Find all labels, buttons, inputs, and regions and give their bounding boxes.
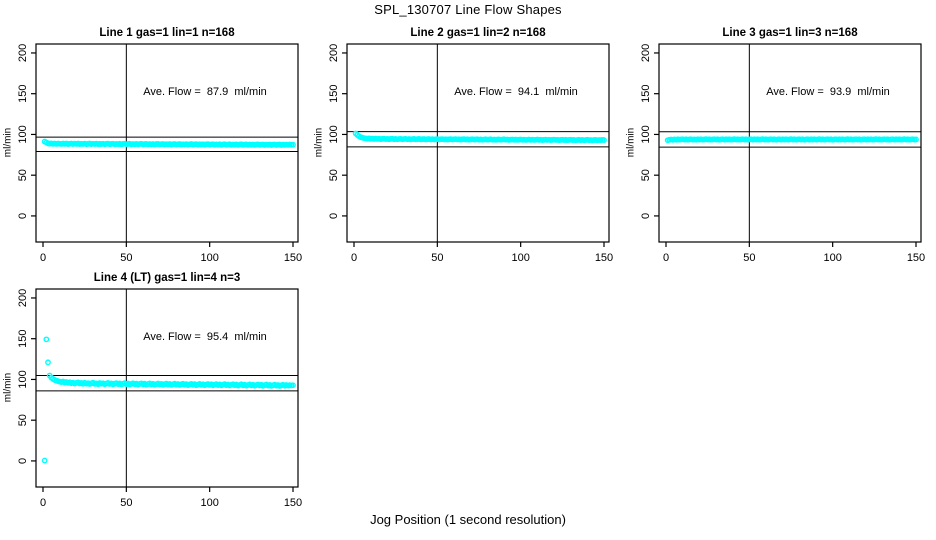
y-tick-label: 150: [328, 85, 340, 103]
y-tick-label: 100: [17, 125, 29, 143]
y-tick-label: 200: [17, 289, 29, 307]
y-tick-label: 100: [17, 370, 29, 388]
scatter-plot: 0 50 100 150 0 50 100 150 200: [328, 43, 613, 264]
y-tick-label: 0: [17, 458, 29, 464]
plot-box: [346, 43, 610, 243]
figure-title: SPL_130707 Line Flow Shapes: [374, 2, 562, 17]
plot-box: [658, 43, 922, 243]
panel-line-4: Line 4 (LT) gas=1 lin=4 n=3 ml/min Ave. …: [2, 272, 306, 513]
scatter-plot: 0 50 100 150 0 50 100 150 200: [17, 43, 302, 264]
panel-title: Line 2 gas=1 lin=2 n=168: [410, 27, 546, 39]
x-tick-label: 0: [40, 497, 46, 509]
x-tick-label: 100: [200, 497, 218, 509]
data-point: [290, 141, 296, 148]
x-tick-label: 50: [743, 252, 755, 264]
panel-line-2: Line 2 gas=1 lin=2 n=168 ml/min Ave. Flo…: [313, 27, 617, 268]
x-tick-label: 150: [284, 497, 302, 509]
plot-box: [35, 43, 299, 243]
panel-title: Line 3 gas=1 lin=3 n=168: [722, 27, 858, 39]
ave-flow-annotation: Ave. Flow = 94.1 ml/min: [454, 86, 578, 98]
data-point: [913, 136, 919, 143]
y-tick-label: 200: [17, 44, 29, 62]
y-tick-label: 100: [640, 125, 652, 143]
ave-flow-annotation: Ave. Flow = 95.4 ml/min: [143, 331, 267, 343]
x-axis-caption: Jog Position (1 second resolution): [370, 512, 566, 527]
y-tick-label: 200: [328, 44, 340, 62]
x-tick-label: 0: [663, 252, 669, 264]
plot-box: [35, 288, 299, 488]
y-tick-label: 50: [17, 169, 29, 181]
data-point: [45, 359, 51, 366]
x-tick-label: 100: [200, 252, 218, 264]
data-point: [41, 457, 48, 464]
ave-flow-annotation: Ave. Flow = 87.9 ml/min: [143, 86, 267, 98]
data-point: [43, 336, 50, 343]
panel-line-1: Line 1 gas=1 lin=1 n=168 ml/min Ave. Flo…: [2, 27, 306, 268]
y-tick-label: 0: [328, 213, 340, 219]
x-tick-label: 50: [431, 252, 443, 264]
panel-title: Line 4 (LT) gas=1 lin=4 n=3: [93, 272, 241, 284]
x-tick-label: 150: [284, 252, 302, 264]
panel-line-3: Line 3 gas=1 lin=3 n=168 ml/min Ave. Flo…: [625, 27, 929, 268]
data-point: [601, 137, 607, 143]
x-tick-label: 150: [907, 252, 925, 264]
y-tick-label: 50: [17, 414, 29, 426]
y-tick-label: 150: [17, 330, 29, 348]
x-tick-label: 50: [120, 497, 132, 509]
y-tick-label: 150: [17, 85, 29, 103]
x-tick-label: 0: [40, 252, 46, 264]
y-tick-label: 200: [640, 44, 652, 62]
y-tick-label: 100: [328, 125, 340, 143]
x-tick-label: 150: [595, 252, 613, 264]
ave-flow-annotation: Ave. Flow = 93.9 ml/min: [766, 86, 890, 98]
x-tick-label: 0: [351, 252, 357, 264]
y-tick-label: 50: [328, 169, 340, 181]
scatter-plot: 0 50 100 150 0 50 100 150 200: [640, 43, 925, 264]
data-point: [290, 382, 296, 389]
panel-title: Line 1 gas=1 lin=1 n=168: [99, 27, 235, 39]
y-tick-label: 0: [17, 213, 29, 219]
y-tick-label: 0: [640, 213, 652, 219]
x-tick-label: 100: [511, 252, 529, 264]
scatter-plot: 0 50 100 150 0 50 100 150 200: [17, 288, 302, 509]
y-tick-label: 150: [640, 85, 652, 103]
x-tick-label: 50: [120, 252, 132, 264]
y-tick-label: 50: [640, 169, 652, 181]
x-tick-label: 100: [823, 252, 841, 264]
